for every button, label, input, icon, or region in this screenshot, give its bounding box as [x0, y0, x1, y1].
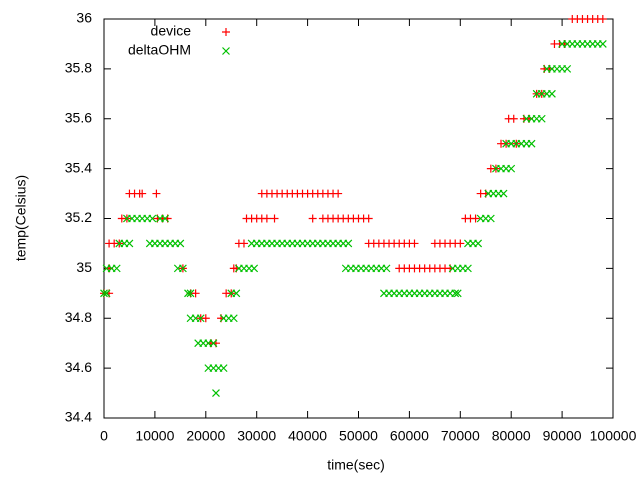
x-tick-label: 60000: [390, 428, 429, 444]
point: [125, 239, 134, 248]
x-tick-label: 20000: [186, 428, 225, 444]
point: [102, 289, 111, 298]
point: [547, 89, 556, 98]
point: [598, 15, 607, 23]
x-tick-label: 80000: [492, 428, 531, 444]
point: [178, 264, 187, 273]
x-tick-label: 10000: [135, 428, 174, 444]
point: [499, 189, 508, 198]
point: [308, 214, 317, 223]
y-tick-label: 36: [76, 10, 92, 26]
legend-label: device: [151, 23, 192, 39]
point: [453, 289, 462, 298]
point: [196, 314, 205, 323]
point: [138, 189, 147, 198]
point: [474, 239, 483, 248]
x-tick-label: 90000: [543, 428, 582, 444]
x-tick-label: 40000: [288, 428, 327, 444]
point: [486, 214, 495, 223]
y-tick-label: 35.8: [65, 60, 92, 76]
point: [464, 264, 472, 273]
point: [219, 364, 228, 373]
x-tick-label: 30000: [237, 428, 276, 444]
x-tick-label: 70000: [441, 428, 480, 444]
point: [507, 164, 516, 173]
point: [176, 239, 185, 248]
y-tick-label: 35.2: [65, 209, 92, 225]
point: [186, 289, 195, 298]
x-axis-label: time(sec): [327, 457, 385, 473]
point: [563, 64, 572, 73]
point: [382, 264, 391, 273]
point: [471, 214, 480, 223]
point: [334, 189, 343, 198]
point: [232, 289, 241, 298]
x-tick-label: 100000: [590, 428, 637, 444]
point: [456, 239, 465, 248]
point: [184, 289, 192, 298]
point: [100, 289, 108, 298]
point: [161, 214, 170, 223]
point: [364, 214, 373, 223]
y-tick-label: 34.6: [65, 359, 92, 375]
point: [598, 40, 607, 48]
y-tick-label: 34.4: [65, 409, 92, 425]
y-tick-label: 35.6: [65, 109, 92, 125]
legend-marker: [222, 28, 230, 36]
point: [148, 214, 157, 223]
x-tick-label: 0: [100, 428, 108, 444]
point: [509, 114, 518, 123]
y-axis-label: temp(Celsius): [13, 175, 29, 261]
point: [451, 289, 460, 298]
point: [270, 214, 279, 223]
point: [250, 264, 259, 273]
x-tick-label: 50000: [339, 428, 378, 444]
point: [344, 239, 353, 248]
point: [112, 264, 121, 273]
point: [229, 314, 238, 323]
legend-marker: [222, 47, 230, 55]
point: [527, 139, 536, 148]
y-tick-label: 35: [76, 259, 92, 275]
point: [152, 189, 161, 198]
point: [410, 239, 419, 248]
point: [537, 114, 546, 123]
y-tick-label: 34.8: [65, 309, 92, 325]
y-tick-label: 35.4: [65, 159, 92, 175]
point: [239, 239, 248, 248]
point: [191, 289, 200, 298]
point: [262, 214, 271, 223]
legend-label: deltaOHM: [128, 42, 191, 58]
point: [212, 389, 220, 397]
point: [209, 339, 218, 348]
point: [201, 314, 210, 323]
